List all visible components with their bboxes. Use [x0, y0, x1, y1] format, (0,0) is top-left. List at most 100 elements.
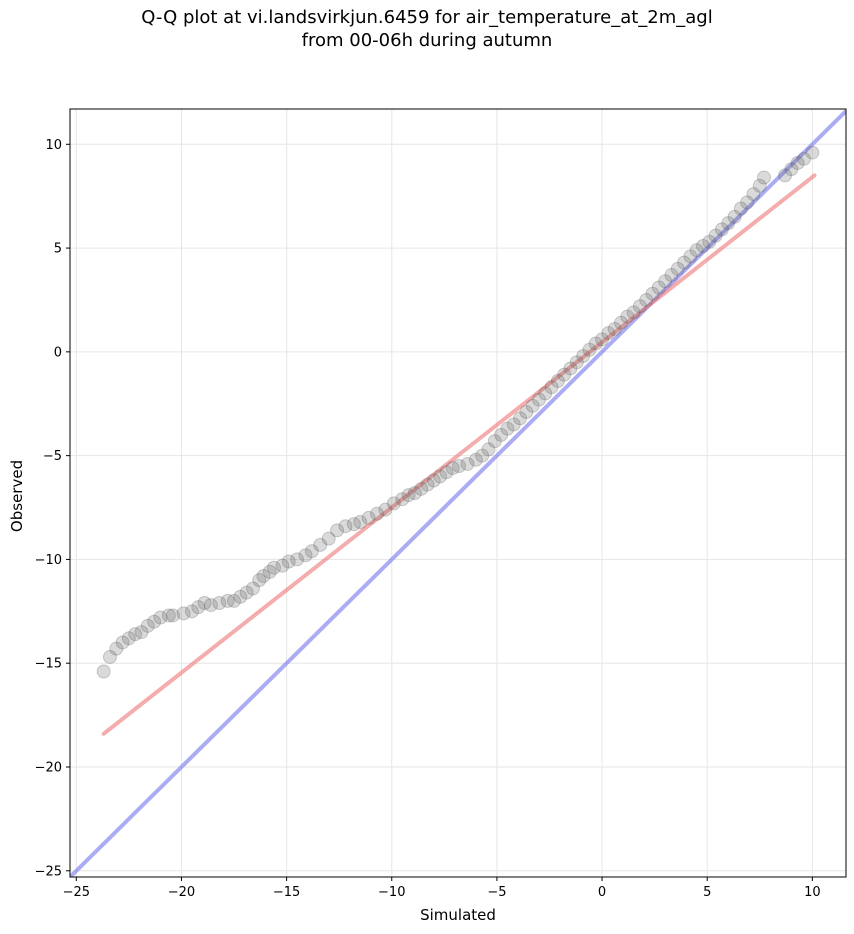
data-point [233, 589, 248, 604]
data-point [531, 392, 546, 407]
data-point [220, 593, 235, 608]
x-tick-label: −10 [378, 885, 405, 900]
data-point [109, 641, 124, 656]
data-point [475, 448, 490, 463]
data-points [96, 145, 820, 679]
y-tick-label: 0 [54, 345, 62, 360]
data-point [632, 299, 647, 314]
data-point [281, 554, 296, 569]
data-point [563, 361, 578, 376]
data-point [746, 187, 761, 202]
data-point [96, 664, 111, 679]
x-tick-label: −25 [63, 885, 90, 900]
data-point [452, 459, 467, 474]
data-point [227, 593, 242, 608]
data-point [513, 411, 528, 426]
data-point [494, 427, 509, 442]
data-point [275, 558, 290, 573]
data-point [595, 332, 610, 347]
data-point [784, 162, 799, 177]
identity-line [70, 109, 846, 877]
data-point [588, 336, 603, 351]
data-point [639, 292, 654, 307]
data-point [714, 222, 729, 237]
y-tick-label: −20 [35, 760, 62, 775]
data-point [487, 434, 502, 449]
data-point [370, 506, 385, 521]
chart-subtitle: from 00-06h during autumn [301, 30, 553, 51]
y-tick-label: 5 [54, 242, 62, 257]
data-point [290, 552, 305, 567]
data-point [752, 178, 767, 193]
data-point [727, 209, 742, 224]
data-point [651, 280, 666, 295]
data-point [695, 238, 710, 253]
data-point [670, 261, 685, 276]
x-tick-label: −5 [487, 885, 506, 900]
y-tick-label: −15 [35, 657, 62, 672]
data-point [420, 477, 435, 492]
data-point [252, 573, 267, 588]
data-point [256, 569, 271, 584]
data-point [790, 155, 805, 170]
y-tick-label: −25 [35, 864, 62, 879]
data-point [128, 627, 143, 642]
data-point [445, 461, 460, 476]
data-point [805, 145, 820, 160]
data-point [262, 564, 277, 579]
data-point [468, 452, 483, 467]
data-point [557, 367, 572, 382]
data-point [401, 488, 416, 503]
data-point [346, 517, 361, 532]
chart-title: Q-Q plot at vi.landsvirkjun.6459 for air… [141, 7, 713, 28]
data-point [353, 515, 368, 530]
y-tick-label: 10 [45, 138, 62, 153]
data-point [166, 608, 181, 623]
data-point [721, 216, 736, 231]
data-point [506, 417, 521, 432]
data-point [304, 544, 319, 559]
y-tick-label: −5 [43, 449, 62, 464]
data-point [702, 234, 717, 249]
data-point [607, 322, 622, 337]
data-point [708, 228, 723, 243]
data-point [433, 469, 448, 484]
data-point [153, 610, 168, 625]
axis-ticks: −25 −20 −15 −10 −5 0 5 10 −25 −20 −15 −10 −5 0 5 10 [35, 138, 821, 900]
data-point [313, 537, 328, 552]
data-point [626, 305, 641, 320]
data-point [664, 268, 679, 283]
data-point [212, 596, 227, 611]
data-point [134, 625, 149, 640]
data-point [519, 405, 534, 420]
y-tick-label: −10 [35, 553, 62, 568]
data-point [778, 168, 793, 183]
data-point [395, 492, 410, 507]
plot-frame [69, 108, 847, 878]
data-point [147, 614, 162, 629]
data-point [613, 315, 628, 330]
data-point [386, 496, 401, 511]
data-point [439, 465, 454, 480]
data-point [733, 201, 748, 216]
x-tick-label: 0 [598, 885, 606, 900]
data-point [658, 274, 673, 289]
data-point [378, 502, 393, 517]
data-point [796, 151, 811, 166]
fit-line [101, 173, 817, 736]
data-point [245, 581, 260, 596]
data-point [576, 349, 591, 364]
data-point [538, 386, 553, 401]
data-point [414, 481, 429, 496]
x-tick-label: 5 [703, 885, 711, 900]
x-tick-label: 10 [804, 885, 821, 900]
data-point [677, 255, 692, 270]
x-axis-label: Simulated [420, 906, 496, 924]
data-point [203, 598, 218, 613]
data-point [121, 631, 136, 646]
data-point [176, 606, 191, 621]
x-tick-label: −15 [273, 885, 300, 900]
chart-title-block: Q-Q plot at vi.landsvirkjun.6459 for air… [0, 6, 854, 52]
data-point [407, 486, 422, 500]
